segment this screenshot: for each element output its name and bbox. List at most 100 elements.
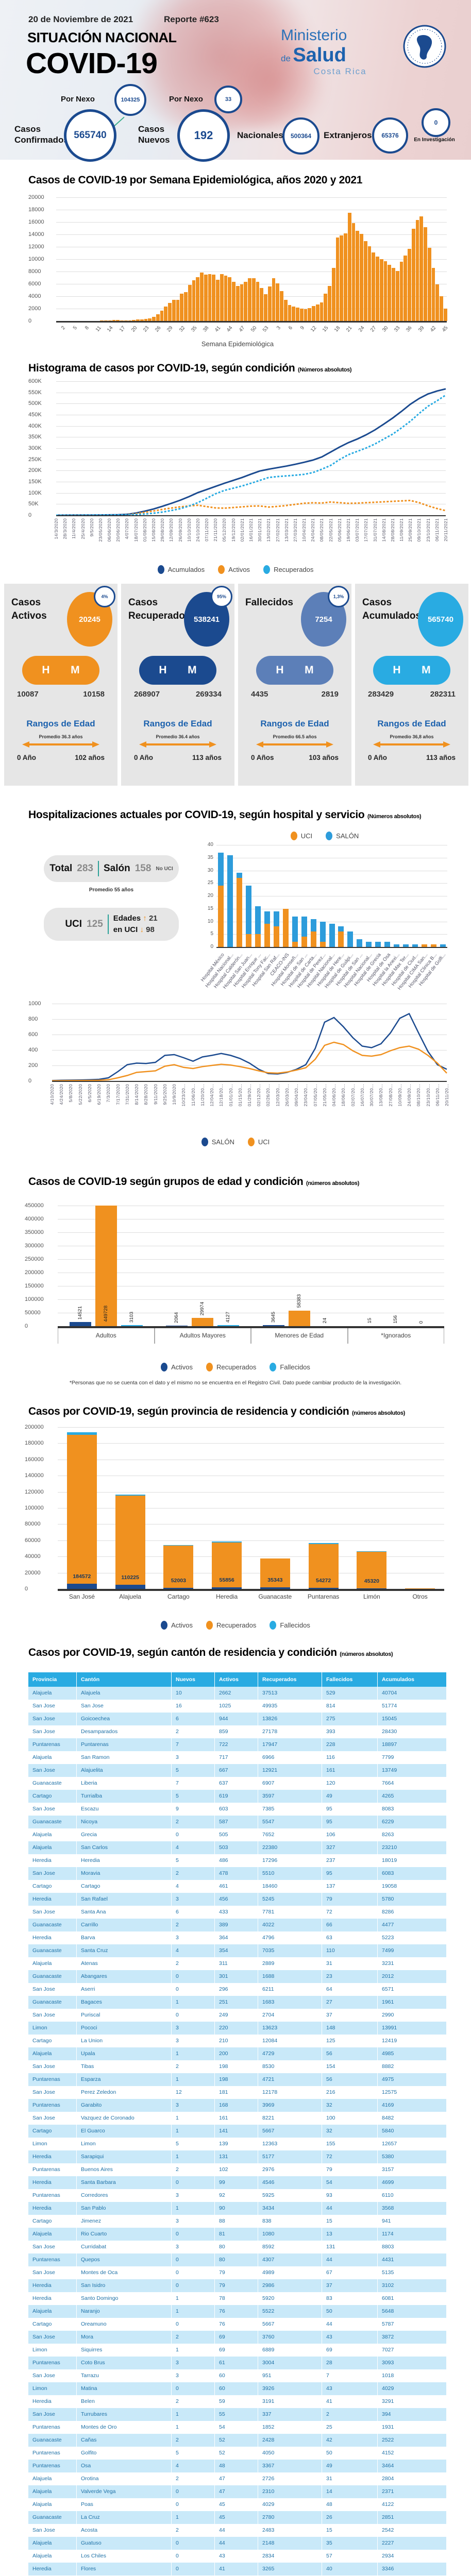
gridline	[56, 381, 446, 382]
bar	[148, 318, 152, 321]
bar	[256, 282, 260, 321]
cell: 4122	[378, 2498, 447, 2511]
cell: 28	[322, 2357, 378, 2369]
fallecidos-segment	[212, 1541, 242, 1543]
cell: 72	[322, 2150, 378, 2163]
cell: San Jose	[28, 1700, 77, 1713]
cell: 1	[172, 2073, 215, 2086]
x-tick: 12	[309, 325, 318, 333]
cell: Atenas	[77, 1957, 172, 1970]
cell: Cartago	[28, 2318, 77, 2331]
uci-segment	[430, 944, 436, 947]
y-tick: 450K	[28, 412, 42, 418]
uci-dot-icon	[247, 1138, 255, 1146]
cell: 13	[322, 2228, 378, 2241]
x-tick: 3	[275, 325, 282, 331]
age-range-arrow-icon	[139, 741, 216, 748]
bar-Recuperados	[288, 1310, 310, 1326]
cell: 4699	[378, 2176, 447, 2189]
legend-item: SALÓN	[201, 1138, 234, 1146]
cell: 587	[215, 1816, 258, 1828]
cell: 2704	[258, 2009, 322, 2022]
legend-item: Recuperados	[206, 1621, 256, 1630]
cell: 49	[322, 2460, 378, 2472]
x-tick: 5	[72, 325, 79, 331]
cell: 19058	[378, 1880, 447, 1893]
province-name: Alajuela	[119, 1593, 141, 1600]
y-tick: 200K	[28, 467, 42, 474]
stacked-bar	[440, 944, 446, 947]
cell: 6229	[378, 1816, 447, 1828]
x-date-label: 04/06/20...	[331, 1084, 337, 1107]
cell: 2	[172, 1816, 215, 1828]
stacked-bar	[338, 926, 344, 947]
cell: 66	[322, 1919, 378, 1931]
uci-segment	[246, 934, 252, 947]
age-range-arrow-icon	[256, 741, 333, 748]
gridline	[58, 1508, 444, 1509]
bar	[220, 274, 224, 321]
cell: 13991	[378, 2022, 447, 2035]
por-nexo-label-1: Por Nexo	[61, 95, 95, 104]
cell: 92	[215, 2189, 258, 2202]
x-date-label: 8/28/2020	[143, 1084, 149, 1105]
salon-segment	[384, 942, 391, 947]
cell: 0	[172, 2563, 215, 2575]
cell: Alajuela	[77, 1687, 172, 1700]
cell: 90	[215, 2202, 258, 2215]
y-tick: 400000	[25, 1216, 44, 1222]
bar	[296, 307, 299, 321]
cell: Tarrazu	[77, 2369, 172, 2382]
cell: 141	[215, 2125, 258, 2138]
cell: 44	[215, 2537, 258, 2550]
x-tick: 33	[393, 325, 401, 333]
cell: 95	[322, 1803, 378, 1816]
cell: 6110	[378, 2189, 447, 2202]
y-tick: 18000	[28, 207, 44, 213]
cell: 31	[322, 2472, 378, 2485]
provinces-chart: 200000 180000 160000 140000 120000 100000 8000…	[25, 1424, 446, 1613]
salon-segment	[366, 942, 372, 947]
promedio-label: Promedio 36,8 años	[390, 734, 434, 739]
recuperados-segment	[66, 1434, 97, 1584]
promedio-label: Promedio 36.3 años	[39, 734, 83, 739]
gridline	[216, 883, 447, 884]
cell: 8286	[378, 1906, 447, 1919]
x-date-label: 11/20/20...	[199, 1084, 205, 1106]
category-label: Adultos	[58, 1328, 155, 1344]
cell: Guanacaste	[28, 2434, 77, 2447]
y-tick: 180000	[25, 1440, 44, 1447]
cell: 3265	[258, 2563, 322, 2575]
recuperados-segment	[308, 1544, 339, 1588]
x-date-label: 26/09/2020	[177, 518, 183, 542]
cell: 4169	[378, 2099, 447, 2112]
cell: 63	[322, 1931, 378, 1944]
activos-segment	[357, 1588, 387, 1589]
x-date-label: 05/06/2021	[337, 518, 342, 542]
cell: 2	[172, 2472, 215, 2485]
cell: Cartago	[28, 2215, 77, 2228]
gridline	[58, 1299, 444, 1300]
value-label: 58383	[296, 1294, 302, 1308]
table-row: Cartago Jimenez 3 88 838 15 941	[28, 2215, 447, 2228]
x-tick: 29	[166, 325, 174, 333]
cell: 181	[215, 2086, 258, 2099]
cell: 3969	[258, 2099, 322, 2112]
x-date-label: 01/29/20...	[247, 1084, 252, 1107]
province-bar: 184572	[66, 1432, 97, 1589]
gridline	[56, 296, 447, 297]
y-tick: 40000	[25, 1553, 41, 1560]
cell: 198	[215, 2060, 258, 2073]
x-date-label: 09/04/20...	[294, 1084, 299, 1107]
cell: San Jose	[28, 2331, 77, 2344]
cell: Cartago	[77, 1880, 172, 1893]
cell: 433	[215, 1906, 258, 1919]
bar	[152, 316, 156, 321]
x-tick: 8	[84, 325, 91, 331]
bar	[379, 259, 383, 321]
cell: 49	[322, 1790, 378, 1803]
x-date-label: 9/11/2020	[153, 1084, 158, 1105]
cell: 4975	[378, 2073, 447, 2086]
bar	[347, 213, 351, 321]
cell: Santa Barbara	[77, 2176, 172, 2189]
